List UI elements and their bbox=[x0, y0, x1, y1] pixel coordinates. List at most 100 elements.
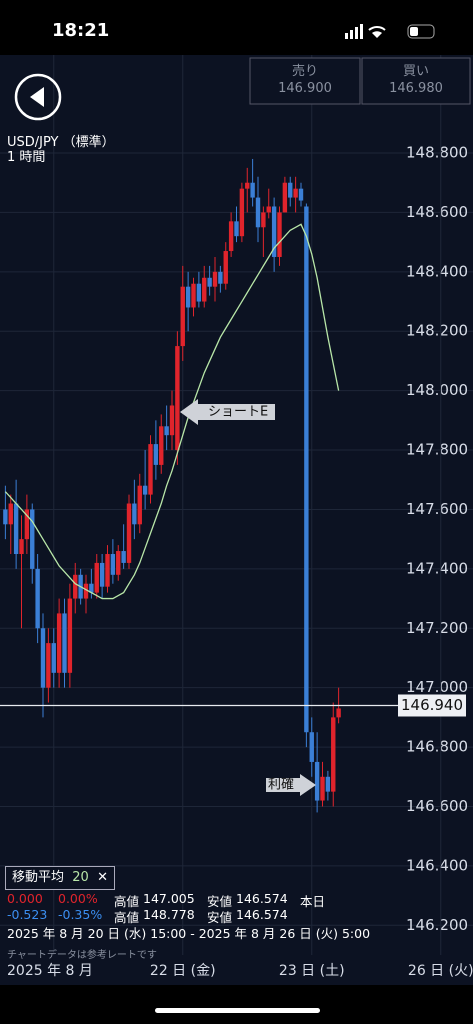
x-tick-label: 2025 年 8 月 bbox=[7, 963, 93, 979]
candle-body bbox=[314, 761, 320, 801]
y-tick-label: 146.400 bbox=[406, 856, 468, 874]
sell-box[interactable] bbox=[249, 57, 361, 105]
candle-body bbox=[153, 444, 159, 465]
candle-body bbox=[223, 251, 228, 284]
candle-body bbox=[336, 708, 341, 718]
sell-label: 売り bbox=[291, 64, 318, 79]
back-arrow bbox=[30, 87, 44, 107]
candle-body bbox=[3, 509, 8, 525]
info-text: 高値 bbox=[114, 894, 140, 909]
y-tick-label: 148.800 bbox=[406, 144, 468, 162]
candle-body bbox=[24, 509, 30, 540]
x-tick-label: 26 日 (火) bbox=[408, 963, 473, 979]
candle-body bbox=[99, 562, 105, 587]
info-text: 本日 bbox=[300, 894, 326, 909]
candle-body bbox=[298, 188, 304, 201]
candle-body bbox=[282, 182, 288, 213]
y-tick-label: 147.400 bbox=[406, 559, 468, 577]
candle-body bbox=[105, 554, 110, 587]
candle-body bbox=[51, 643, 56, 673]
timeframe: 1 時間 bbox=[7, 150, 46, 165]
sell: 売り 146.900 bbox=[250, 63, 360, 97]
y-tick-label: 147.000 bbox=[406, 678, 468, 696]
info-text: -0.35% bbox=[58, 907, 103, 922]
candle-body bbox=[234, 221, 239, 237]
chart-bg bbox=[0, 55, 473, 985]
y-tick-label: 148.400 bbox=[406, 262, 468, 280]
candle-body bbox=[142, 485, 148, 495]
candle-body bbox=[245, 182, 250, 189]
annotation-arrow bbox=[180, 399, 275, 425]
home-indicator bbox=[155, 1008, 320, 1013]
info-text: 高値 bbox=[114, 910, 140, 925]
candle-body bbox=[169, 405, 175, 436]
candle-body bbox=[164, 426, 169, 436]
info-text: 146.574 bbox=[236, 891, 288, 906]
y-tick-label: 148.600 bbox=[406, 203, 468, 221]
candle-body bbox=[159, 426, 164, 465]
ma-legend[interactable]: 移動平均 20 ✕ bbox=[5, 866, 115, 890]
candle-body bbox=[83, 583, 89, 599]
candle-body bbox=[46, 643, 51, 688]
y-tick-label: 148.000 bbox=[406, 381, 468, 399]
candle-body bbox=[67, 598, 73, 673]
back-button[interactable] bbox=[14, 73, 62, 121]
info-text: 147.005 bbox=[143, 891, 195, 906]
buy-label: 買い bbox=[402, 64, 429, 79]
info-text: 0.000 bbox=[7, 891, 43, 906]
candle-body bbox=[277, 212, 282, 257]
candle-body bbox=[148, 444, 153, 495]
ma-line bbox=[4, 223, 340, 600]
candle-body bbox=[185, 286, 191, 308]
buy-box[interactable] bbox=[361, 57, 471, 105]
candle-body bbox=[293, 188, 298, 198]
candle-body bbox=[304, 206, 309, 733]
candle-body bbox=[250, 182, 255, 198]
x-tick-label: 23 日 (土) bbox=[279, 963, 345, 979]
candle-body bbox=[309, 732, 314, 762]
candle-body bbox=[132, 503, 137, 525]
info-text: 0.00% bbox=[58, 891, 98, 906]
candle-body bbox=[207, 277, 212, 287]
y-tick-label: 147.200 bbox=[406, 619, 468, 637]
candle-body bbox=[121, 551, 126, 563]
candle-body bbox=[239, 188, 245, 237]
sell-price: 146.900 bbox=[278, 81, 332, 96]
candle-body bbox=[261, 212, 266, 228]
note: チャートデータは参考レートです bbox=[7, 950, 157, 961]
candle-body bbox=[266, 206, 271, 213]
candle-body bbox=[331, 717, 336, 792]
y-tick-label: 146.800 bbox=[406, 738, 468, 756]
candle-body bbox=[228, 221, 234, 252]
candle-body bbox=[35, 568, 40, 629]
info-text: 安値 bbox=[207, 910, 233, 925]
candle-body bbox=[19, 539, 24, 555]
status-icons bbox=[345, 24, 435, 39]
candle-body bbox=[8, 503, 13, 525]
candle-body bbox=[30, 509, 35, 569]
info-text: -0.523 bbox=[7, 907, 48, 922]
candle-body bbox=[126, 503, 132, 563]
info-text: 安値 bbox=[207, 894, 233, 909]
back-circle bbox=[14, 73, 62, 121]
ma-close[interactable]: ✕ bbox=[97, 870, 108, 885]
candle-body bbox=[94, 562, 99, 593]
annotation: ショートE bbox=[208, 405, 268, 420]
buy: 買い 146.980 bbox=[362, 63, 470, 97]
candle-body bbox=[137, 485, 142, 525]
status-time: 18:21 bbox=[52, 20, 110, 41]
candle-body bbox=[191, 283, 196, 308]
y-tick-label: 146.600 bbox=[406, 797, 468, 815]
price-label-bg bbox=[398, 694, 466, 717]
candle-body bbox=[180, 286, 185, 347]
x-tick-label: 22 日 (金) bbox=[150, 963, 216, 979]
y-tick-label: 147.600 bbox=[406, 500, 468, 518]
candle-body bbox=[110, 554, 116, 575]
annotation: 利確 bbox=[268, 777, 294, 793]
ma-period: 20 bbox=[72, 870, 89, 885]
y-tick-label: 147.800 bbox=[406, 441, 468, 459]
y-tick-label: 148.200 bbox=[406, 322, 468, 340]
candle-body bbox=[73, 574, 78, 599]
info-text: 148.778 bbox=[143, 907, 195, 922]
